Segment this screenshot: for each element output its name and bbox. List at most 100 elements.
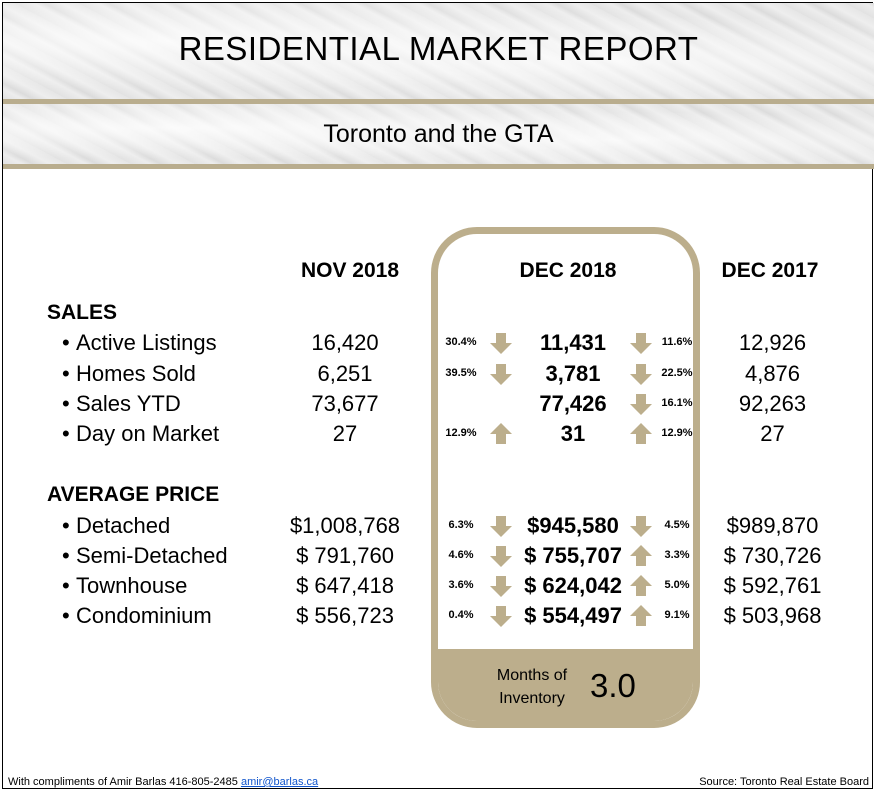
value-prev-year: 92,263 bbox=[738, 391, 807, 416]
subtitle-banner bbox=[3, 104, 874, 164]
email-link[interactable]: amir@barlas.ca bbox=[240, 776, 319, 788]
table-row: • Day on Market 27 12.9% 31 12.9% 27 bbox=[0, 419, 877, 449]
table-row: • Condominium $ 556,723 0.4% $ 554,497 9.1% $ … bbox=[0, 601, 877, 631]
change-vs-prev-year: 3.3% bbox=[664, 549, 690, 561]
arrow-up-icon bbox=[629, 574, 653, 598]
value-prev-year: 4,876 bbox=[744, 361, 801, 386]
value-current: 31 bbox=[560, 421, 586, 446]
value-current: 77,426 bbox=[539, 391, 607, 416]
change-vs-prev-month: 6.3% bbox=[448, 519, 474, 531]
row-label-text: Sales YTD bbox=[76, 391, 181, 416]
value-prev-year: $ 592,761 bbox=[723, 573, 822, 598]
change-vs-prev-year: 4.5% bbox=[664, 519, 690, 531]
change-vs-prev-year: 22.5% bbox=[661, 367, 693, 379]
row-label-text: Active Listings bbox=[76, 330, 217, 355]
change-vs-prev-year: 11.6% bbox=[661, 336, 693, 348]
column-header-prev-year: DEC 2017 bbox=[721, 259, 819, 282]
row-label-text: Detached bbox=[76, 513, 171, 538]
bullet-icon: • bbox=[62, 573, 70, 598]
change-vs-prev-year: 12.9% bbox=[661, 427, 693, 439]
arrow-down-icon bbox=[489, 362, 513, 386]
change-vs-prev-year: 5.0% bbox=[664, 579, 690, 591]
row-label-text: Semi-Detached bbox=[76, 543, 228, 568]
value-current: $945,580 bbox=[527, 513, 619, 538]
value-prev-month: 16,420 bbox=[311, 330, 379, 355]
current-month-capsule bbox=[431, 227, 700, 728]
value-current: $ 755,707 bbox=[524, 543, 622, 568]
value-prev-year: $ 503,968 bbox=[723, 603, 822, 628]
arrow-up-icon bbox=[629, 422, 653, 446]
section-heading-average-price: AVERAGE PRICE bbox=[47, 483, 220, 506]
row-label-text: Day on Market bbox=[76, 421, 220, 446]
page-title: RESIDENTIAL MARKET REPORT bbox=[178, 30, 699, 67]
value-prev-month: 73,677 bbox=[311, 391, 379, 416]
footer-compliments-text: With compliments of Amir Barlas 416-805-… bbox=[8, 776, 238, 788]
arrow-down-icon bbox=[629, 514, 653, 538]
row-label: • Homes Sold bbox=[62, 361, 196, 387]
change-vs-prev-month: 30.4% bbox=[445, 336, 477, 348]
row-label: • Detached bbox=[62, 513, 170, 539]
title-banner bbox=[3, 3, 874, 99]
arrow-down-icon bbox=[629, 362, 653, 386]
table-row: • Sales YTD 73,677 77,426 16.1% 92,263 bbox=[0, 389, 877, 419]
divider-line bbox=[3, 99, 874, 104]
row-label: • Day on Market bbox=[62, 421, 219, 447]
change-vs-prev-month: 39.5% bbox=[445, 367, 477, 379]
bullet-icon: • bbox=[62, 603, 70, 628]
bullet-icon: • bbox=[62, 513, 70, 538]
column-header-prev-month: NOV 2018 bbox=[300, 259, 400, 282]
inventory-panel bbox=[438, 649, 693, 721]
value-prev-month: $ 556,723 bbox=[296, 603, 394, 628]
table-row: • Townhouse $ 647,418 3.6% $ 624,042 5.0% $ 59… bbox=[0, 571, 877, 601]
months-of-inventory-label: Months of Inventory bbox=[484, 664, 580, 710]
bullet-icon: • bbox=[62, 543, 70, 568]
value-current: $ 624,042 bbox=[524, 573, 622, 598]
months-of-inventory-value: 3.0 bbox=[590, 667, 636, 704]
arrow-down-icon bbox=[489, 514, 513, 538]
table-row: • Active Listings 16,420 30.4% 11,431 11.6% 12… bbox=[0, 328, 877, 358]
row-label: • Townhouse bbox=[62, 573, 187, 599]
footer-source: Source: Toronto Real Estate Board bbox=[699, 776, 869, 788]
arrow-up-icon bbox=[629, 604, 653, 628]
inventory-label-line2: Inventory bbox=[499, 690, 565, 707]
row-label-text: Condominium bbox=[76, 603, 212, 628]
value-prev-month: 27 bbox=[332, 421, 358, 446]
page-subtitle: Toronto and the GTA bbox=[323, 120, 554, 148]
value-prev-month: 6,251 bbox=[317, 361, 373, 386]
column-header-current: DEC 2018 bbox=[519, 259, 617, 282]
arrow-down-icon bbox=[489, 604, 513, 628]
divider-line bbox=[3, 164, 874, 169]
value-current: 11,431 bbox=[539, 330, 607, 355]
footer-compliments: With compliments of Amir Barlas 416-805-… bbox=[8, 776, 318, 788]
bullet-icon: • bbox=[62, 330, 70, 355]
change-vs-prev-month: 4.6% bbox=[448, 549, 474, 561]
arrow-down-icon bbox=[489, 331, 513, 355]
arrow-down-icon bbox=[629, 331, 653, 355]
row-label: • Active Listings bbox=[62, 330, 217, 356]
bullet-icon: • bbox=[62, 391, 70, 416]
value-prev-month: $ 791,760 bbox=[296, 543, 394, 568]
arrow-down-icon bbox=[489, 544, 513, 568]
arrow-up-icon bbox=[489, 422, 513, 446]
bullet-icon: • bbox=[62, 421, 70, 446]
inventory-label-line1: Months of bbox=[496, 667, 568, 684]
change-vs-prev-year: 16.1% bbox=[661, 397, 693, 409]
table-row: • Detached $1,008,768 6.3% $945,580 4.5% $989,… bbox=[0, 511, 877, 541]
value-current: 3,781 bbox=[545, 361, 601, 386]
arrow-up-icon bbox=[629, 544, 653, 568]
change-vs-prev-month: 0.4% bbox=[448, 609, 474, 621]
value-prev-year: 27 bbox=[760, 421, 785, 446]
row-label-text: Townhouse bbox=[76, 573, 188, 598]
value-prev-month: $ 647,418 bbox=[296, 573, 394, 598]
value-prev-year: $989,870 bbox=[726, 513, 819, 538]
value-prev-month: $1,008,768 bbox=[289, 513, 401, 538]
value-prev-year: 12,926 bbox=[738, 330, 807, 355]
row-label: • Semi-Detached bbox=[62, 543, 228, 569]
table-row: • Semi-Detached $ 791,760 4.6% $ 755,707 3.3%… bbox=[0, 541, 877, 571]
change-vs-prev-month: 3.6% bbox=[448, 579, 474, 591]
bullet-icon: • bbox=[62, 361, 70, 386]
value-prev-year: $ 730,726 bbox=[723, 543, 822, 568]
section-heading-sales: SALES bbox=[47, 301, 118, 324]
change-vs-prev-month: 12.9% bbox=[445, 427, 477, 439]
arrow-down-icon bbox=[629, 392, 653, 416]
